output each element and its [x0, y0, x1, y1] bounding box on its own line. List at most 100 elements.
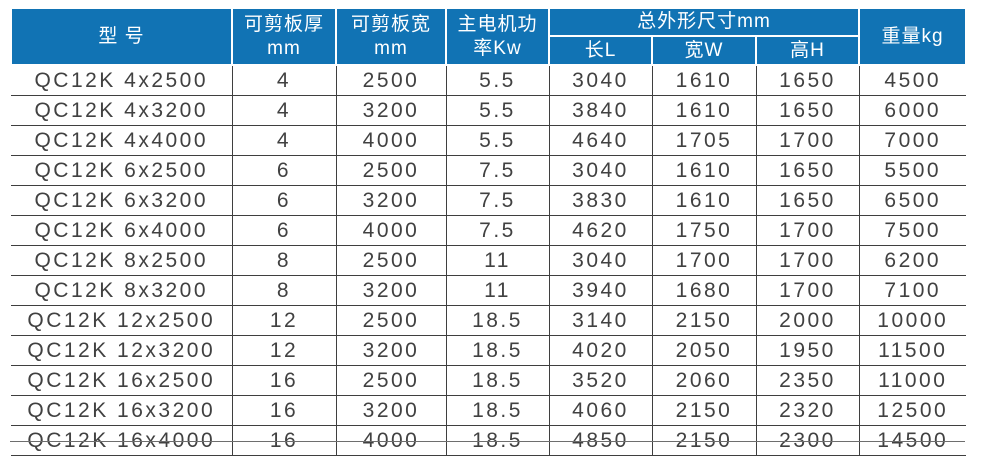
- col-header-height: 高H: [755, 35, 860, 66]
- cell-height: 2000: [755, 305, 859, 336]
- cell-width: 1705: [651, 125, 756, 156]
- cell-cut-width: 2500: [335, 245, 446, 276]
- cell-weight: 7000: [858, 125, 966, 156]
- cell-length: 3940: [548, 275, 652, 306]
- cell-power: 5.5: [445, 125, 549, 156]
- table-row: QC12K 12x2500 12 2500 18.5 3140 2150 200…: [11, 305, 966, 336]
- table-row: QC12K 4x3200 4 3200 5.5 3840 1610 1650 6…: [11, 95, 966, 126]
- header-row-sub: 长L 宽W 高H: [11, 35, 966, 66]
- cell-weight: 6000: [858, 95, 966, 126]
- cell-width: 1680: [651, 275, 756, 306]
- cell-height: 1650: [755, 185, 859, 216]
- cell-height: 1650: [755, 65, 859, 96]
- cell-cut-width: 3200: [335, 185, 446, 216]
- col-header-dimensions-group: 总外形尺寸mm: [548, 7, 860, 37]
- cell-height: 2320: [755, 395, 859, 426]
- cell-length: 4620: [548, 215, 652, 246]
- cell-power: 7.5: [445, 155, 549, 186]
- cell-power: 7.5: [445, 185, 549, 216]
- cell-cut-width: 4000: [335, 215, 446, 246]
- table-row: QC12K 12x3200 12 3200 18.5 4020 2050 195…: [11, 335, 966, 366]
- table-row: QC12K 8x2500 8 2500 11 3040 1700 1700 62…: [11, 245, 966, 276]
- cell-thickness: 6: [231, 155, 336, 186]
- cell-cut-width: 3200: [335, 275, 446, 306]
- cell-length: 3140: [548, 305, 652, 336]
- cell-height: 1700: [755, 215, 859, 246]
- cell-cut-width: 3200: [335, 395, 446, 426]
- table-row: QC12K 6x3200 6 3200 7.5 3830 1610 1650 6…: [11, 185, 966, 216]
- cell-power: 18.5: [445, 365, 549, 396]
- cell-power: 5.5: [445, 95, 549, 126]
- cell-thickness: 12: [231, 335, 336, 366]
- cell-thickness: 8: [231, 275, 336, 306]
- col-header-cut-width: 可剪板宽 mm: [335, 7, 447, 66]
- bottom-rule: [10, 441, 965, 442]
- cell-weight: 11000: [858, 365, 966, 396]
- table-row: QC12K 8x3200 8 3200 11 3940 1680 1700 71…: [11, 275, 966, 306]
- cell-model: QC12K 4x2500: [11, 65, 232, 96]
- col-header-width: 宽W: [651, 35, 757, 66]
- cell-thickness: 4: [231, 95, 336, 126]
- col-header-power: 主电机功 率Kw: [445, 7, 550, 66]
- cell-width: 1610: [651, 155, 756, 186]
- cell-model: QC12K 8x3200: [11, 275, 232, 306]
- cell-thickness: 16: [231, 365, 336, 396]
- cell-length: 3840: [548, 95, 652, 126]
- cell-cut-width: 2500: [335, 365, 446, 396]
- cell-weight: 7500: [858, 215, 966, 246]
- cell-height: 1950: [755, 335, 859, 366]
- cell-width: 2060: [651, 365, 756, 396]
- cell-length: 3520: [548, 365, 652, 396]
- cell-thickness: 6: [231, 185, 336, 216]
- cell-height: 1650: [755, 155, 859, 186]
- cell-model: QC12K 6x4000: [11, 215, 232, 246]
- cell-power: 5.5: [445, 65, 549, 96]
- cell-cut-width: 3200: [335, 335, 446, 366]
- col-header-weight: 重量kg: [858, 7, 967, 66]
- cell-length: 3040: [548, 155, 652, 186]
- cell-power: 18.5: [445, 395, 549, 426]
- cell-model: QC12K 16x3200: [11, 395, 232, 426]
- cell-length: 3040: [548, 245, 652, 276]
- cell-model: QC12K 12x3200: [11, 335, 232, 366]
- cell-height: 1700: [755, 275, 859, 306]
- table-row: QC12K 4x4000 4 4000 5.5 4640 1705 1700 7…: [11, 125, 966, 156]
- col-header-thickness: 可剪板厚 mm: [231, 7, 337, 66]
- spec-table: 型 号 可剪板厚 mm 可剪板宽 mm 主电机功 率Kw 总外形尺寸mm 重量k…: [10, 7, 967, 456]
- cell-width: 1700: [651, 245, 756, 276]
- cell-weight: 6500: [858, 185, 966, 216]
- cell-model: QC12K 6x2500: [11, 155, 232, 186]
- cell-power: 18.5: [445, 335, 549, 366]
- cell-thickness: 16: [231, 395, 336, 426]
- cell-weight: 11500: [858, 335, 966, 366]
- cell-height: 1650: [755, 95, 859, 126]
- cell-width: 1610: [651, 95, 756, 126]
- cell-cut-width: 3200: [335, 95, 446, 126]
- cell-weight: 5500: [858, 155, 966, 186]
- cell-width: 2150: [651, 395, 756, 426]
- cell-width: 2050: [651, 335, 756, 366]
- cell-length: 4640: [548, 125, 652, 156]
- cell-model: QC12K 4x4000: [11, 125, 232, 156]
- cell-thickness: 4: [231, 65, 336, 96]
- table-row: QC12K 6x4000 6 4000 7.5 4620 1750 1700 7…: [11, 215, 966, 246]
- cell-cut-width: 2500: [335, 65, 446, 96]
- col-header-length: 长L: [548, 35, 653, 66]
- cell-height: 1700: [755, 245, 859, 276]
- cell-weight: 10000: [858, 305, 966, 336]
- cell-weight: 6200: [858, 245, 966, 276]
- table-row: QC12K 16x2500 16 2500 18.5 3520 2060 235…: [11, 365, 966, 396]
- cell-weight: 12500: [858, 395, 966, 426]
- cell-length: 3830: [548, 185, 652, 216]
- cell-thickness: 12: [231, 305, 336, 336]
- cell-model: QC12K 8x2500: [11, 245, 232, 276]
- cell-weight: 7100: [858, 275, 966, 306]
- table-row: QC12K 6x2500 6 2500 7.5 3040 1610 1650 5…: [11, 155, 966, 186]
- cell-length: 4020: [548, 335, 652, 366]
- cell-power: 11: [445, 245, 549, 276]
- cell-model: QC12K 12x2500: [11, 305, 232, 336]
- cell-width: 1750: [651, 215, 756, 246]
- cell-thickness: 6: [231, 215, 336, 246]
- table-row: QC12K 16x3200 16 3200 18.5 4060 2150 232…: [11, 395, 966, 426]
